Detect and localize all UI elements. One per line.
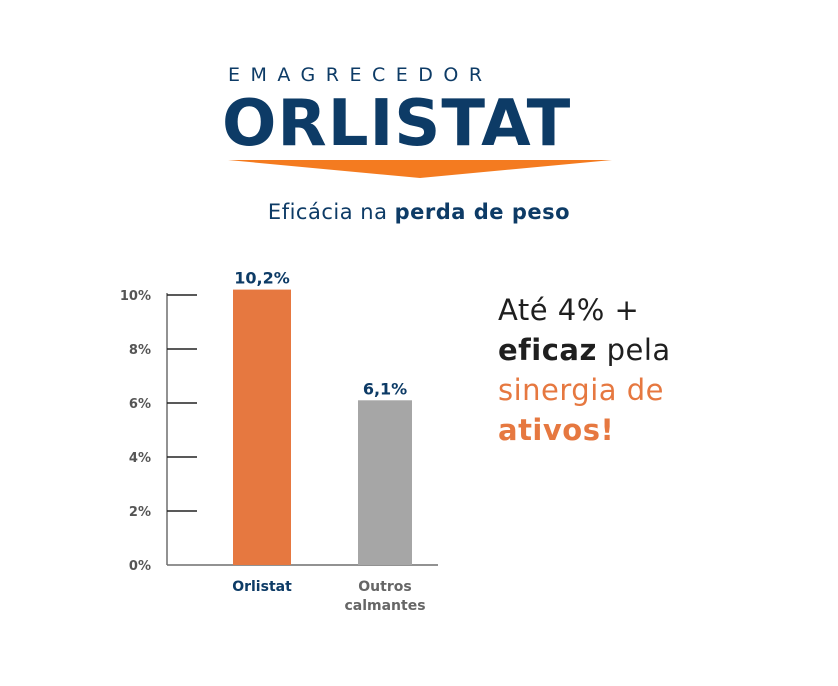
brand-subtitle: EMAGRECEDOR [228,64,493,86]
callout-line2-rest: pela [606,333,671,367]
bar-1 [358,400,412,565]
y-tick-label: 2% [129,505,151,520]
y-tick-label: 0% [129,559,151,574]
y-tick-label: 4% [129,451,151,466]
x-category-label: Orlistat [232,579,292,595]
bar-value-label: 6,1% [363,379,407,398]
bar-value-label: 10,2% [234,269,290,288]
bar-0 [233,289,291,565]
callout-line3: sinergia de [498,373,665,407]
x-category-label: Outros [358,579,411,595]
y-tick-label: 6% [129,397,151,412]
y-tick-label: 10% [120,289,151,304]
brand-underline-arrow [228,160,612,178]
callout-line4: ativos! [498,413,615,447]
tagline: Eficácia na perda de peso [0,200,838,224]
y-tick-label: 8% [129,343,151,358]
x-category-label: calmantes [344,598,425,614]
callout-text: Até 4% + eficaz pela sinergia de ativos! [498,290,818,450]
brand-name: ORLISTAT [222,87,572,161]
callout-line2: eficaz pela [498,330,818,370]
tagline-normal: Eficácia na [267,200,388,224]
callout-line2-bold: eficaz [498,333,597,367]
callout-line1: Até 4% + [498,293,640,327]
tagline-bold: perda de peso [394,200,571,224]
